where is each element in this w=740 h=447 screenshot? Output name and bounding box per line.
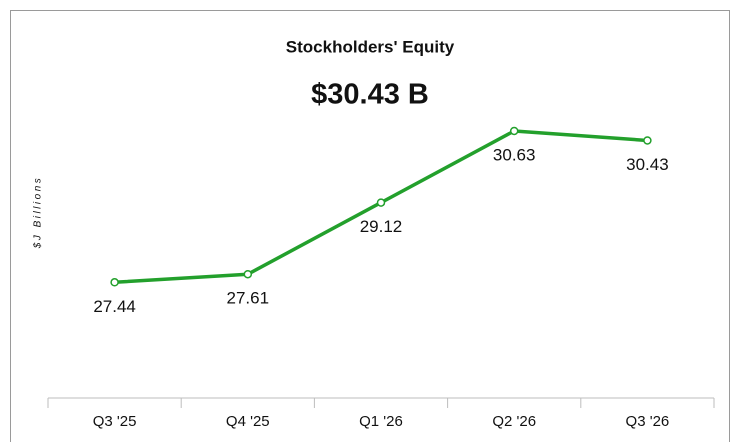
data-label: 30.63 [493,145,536,164]
data-label: 27.61 [227,289,270,308]
chart-title: Stockholders' Equity [286,37,455,56]
data-point [643,136,652,145]
x-tick-label: Q3 '25 [93,413,137,430]
x-tick-label: Q2 '26 [492,413,536,430]
x-tick-label: Q1 '26 [359,413,403,430]
x-tick-label: Q4 '25 [226,413,270,430]
y-axis-label: $J Billions [33,176,44,250]
data-label: 27.44 [93,297,136,316]
data-point [509,126,519,136]
chart-subtitle: $30.43 B [311,79,429,111]
data-point [243,269,253,279]
data-point [376,198,386,207]
chart-frame [10,10,730,447]
x-tick-label: Q3 '26 [626,413,670,430]
data-point [110,278,119,287]
data-label: 29.12 [360,217,403,236]
data-label: 30.43 [626,155,669,174]
